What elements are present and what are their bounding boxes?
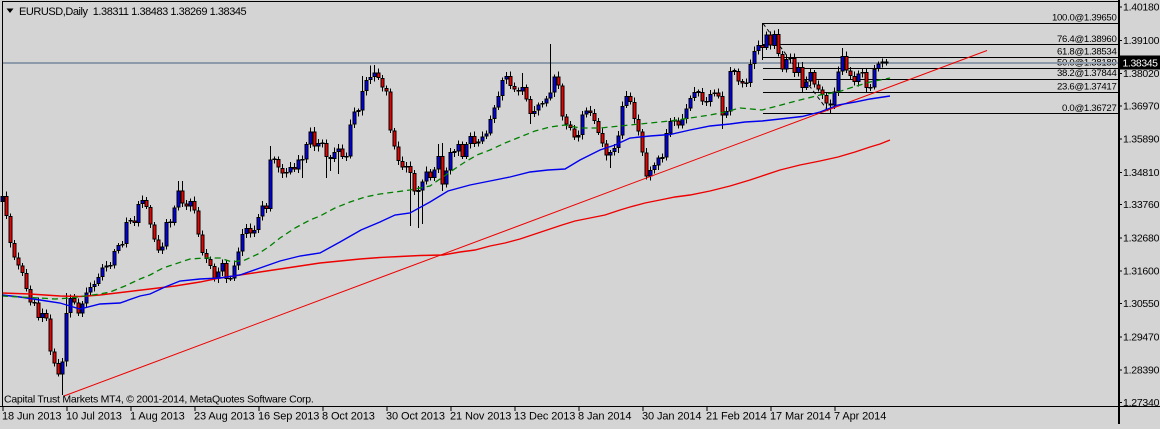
svg-text:1.30550: 1.30550 — [1123, 298, 1160, 310]
svg-text:21 Nov 2013: 21 Nov 2013 — [450, 411, 511, 423]
svg-text:8 Oct 2013: 8 Oct 2013 — [322, 411, 375, 423]
svg-text:16 Sep 2013: 16 Sep 2013 — [258, 411, 319, 423]
svg-text:1.27340: 1.27340 — [1123, 397, 1160, 409]
svg-text:0.0@1.36727: 0.0@1.36727 — [1062, 103, 1116, 114]
svg-text:1.33760: 1.33760 — [1123, 199, 1160, 211]
svg-text:1.39100: 1.39100 — [1123, 35, 1160, 47]
svg-text:23.6@1.37417: 23.6@1.37417 — [1057, 81, 1117, 92]
svg-text:30 Jan 2014: 30 Jan 2014 — [642, 411, 701, 423]
svg-text:23 Aug 2013: 23 Aug 2013 — [194, 411, 255, 423]
svg-text:100.0@1.39650: 100.0@1.39650 — [1052, 13, 1117, 24]
svg-text:1.35890: 1.35890 — [1123, 134, 1160, 146]
svg-text:18 Jun 2013: 18 Jun 2013 — [2, 411, 61, 423]
svg-text:17 Mar 2014: 17 Mar 2014 — [770, 411, 831, 423]
svg-text:1 Aug 2013: 1 Aug 2013 — [130, 411, 185, 423]
svg-text:10 Jul 2013: 10 Jul 2013 — [66, 411, 122, 423]
svg-text:1.38345: 1.38345 — [1123, 59, 1159, 70]
svg-text:1.38020: 1.38020 — [1123, 68, 1160, 80]
svg-text:30 Oct 2013: 30 Oct 2013 — [386, 411, 445, 423]
svg-text:21 Feb 2014: 21 Feb 2014 — [706, 411, 767, 423]
svg-text:38.2@1.37844: 38.2@1.37844 — [1057, 68, 1117, 79]
svg-text:7 Apr 2014: 7 Apr 2014 — [834, 411, 886, 423]
svg-text:1.28390: 1.28390 — [1123, 365, 1160, 377]
svg-text:1.34810: 1.34810 — [1123, 167, 1160, 179]
svg-text:61.8@1.38534: 61.8@1.38534 — [1057, 47, 1117, 58]
svg-text:13 Dec 2013: 13 Dec 2013 — [514, 411, 575, 423]
svg-text:Capital Trust Markets MT4, © 2: Capital Trust Markets MT4, © 2001-2014, … — [4, 394, 314, 406]
svg-text:76.4@1.38960: 76.4@1.38960 — [1057, 34, 1117, 45]
svg-text:1.36970: 1.36970 — [1123, 101, 1160, 113]
svg-text:1.32680: 1.32680 — [1123, 233, 1160, 245]
svg-text:1.31600: 1.31600 — [1123, 266, 1160, 278]
svg-text:EURUSD,Daily 1.38311 1.38483: EURUSD,Daily 1.38311 1.38483 1.38269 1.3… — [19, 6, 247, 18]
svg-text:1.29470: 1.29470 — [1123, 331, 1160, 343]
svg-text:8 Jan 2014: 8 Jan 2014 — [578, 411, 631, 423]
svg-text:1.40180: 1.40180 — [1123, 2, 1160, 14]
